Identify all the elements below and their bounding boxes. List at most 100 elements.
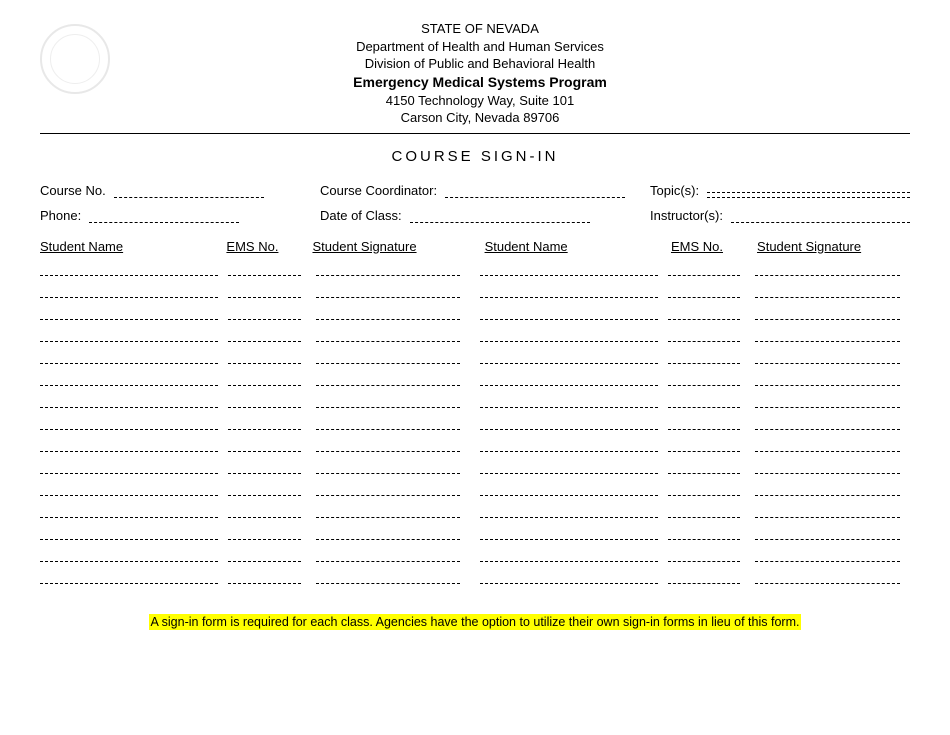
student-name-field[interactable] [480, 260, 658, 276]
signature-field[interactable] [316, 546, 461, 562]
phone-field[interactable] [89, 209, 239, 223]
ems-no-field[interactable] [228, 260, 300, 276]
ems-no-field[interactable] [668, 458, 740, 474]
student-name-field[interactable] [40, 502, 218, 518]
ems-no-field[interactable] [668, 480, 740, 496]
signature-field[interactable] [316, 304, 461, 320]
student-name-field[interactable] [40, 414, 218, 430]
signature-field[interactable] [755, 260, 900, 276]
student-name-field[interactable] [40, 524, 218, 540]
ems-no-field[interactable] [668, 304, 740, 320]
student-name-field[interactable] [480, 524, 658, 540]
ems-no-field[interactable] [228, 524, 300, 540]
student-name-field[interactable] [480, 546, 658, 562]
ems-no-field[interactable] [668, 282, 740, 298]
row-gap [470, 436, 480, 452]
signature-field[interactable] [755, 436, 900, 452]
student-name-field[interactable] [40, 348, 218, 364]
student-name-field[interactable] [40, 568, 218, 584]
ems-no-field[interactable] [228, 304, 300, 320]
signature-field[interactable] [755, 524, 900, 540]
ems-no-field[interactable] [228, 370, 300, 386]
signature-field[interactable] [316, 326, 461, 342]
signature-field[interactable] [755, 546, 900, 562]
signature-field[interactable] [316, 458, 461, 474]
signature-field[interactable] [755, 458, 900, 474]
signature-field[interactable] [316, 436, 461, 452]
ems-no-field[interactable] [668, 502, 740, 518]
signature-field[interactable] [316, 370, 461, 386]
ems-no-field[interactable] [668, 436, 740, 452]
student-name-field[interactable] [40, 370, 218, 386]
signature-field[interactable] [755, 414, 900, 430]
phone-group: Phone: [40, 208, 320, 223]
coordinator-field[interactable] [445, 184, 625, 198]
ems-no-field[interactable] [668, 546, 740, 562]
ems-no-field[interactable] [668, 392, 740, 408]
student-name-field[interactable] [40, 326, 218, 342]
signature-field[interactable] [755, 480, 900, 496]
instructors-label: Instructor(s): [650, 208, 723, 223]
signature-field[interactable] [316, 282, 461, 298]
ems-no-field[interactable] [668, 524, 740, 540]
student-name-field[interactable] [480, 348, 658, 364]
ems-no-field[interactable] [668, 348, 740, 364]
signature-field[interactable] [316, 414, 461, 430]
student-name-field[interactable] [480, 414, 658, 430]
topics-field-1[interactable] [707, 192, 910, 193]
student-name-field[interactable] [480, 480, 658, 496]
student-name-field[interactable] [480, 568, 658, 584]
signature-field[interactable] [755, 348, 900, 364]
student-name-field[interactable] [480, 326, 658, 342]
signature-field[interactable] [316, 260, 461, 276]
ems-no-field[interactable] [228, 348, 300, 364]
signature-field[interactable] [316, 524, 461, 540]
ems-no-field[interactable] [228, 502, 300, 518]
signature-field[interactable] [316, 392, 461, 408]
student-name-field[interactable] [40, 304, 218, 320]
student-name-field[interactable] [480, 282, 658, 298]
signature-field[interactable] [755, 370, 900, 386]
ems-no-field[interactable] [228, 282, 300, 298]
student-name-field[interactable] [40, 546, 218, 562]
ems-no-field[interactable] [668, 260, 740, 276]
ems-no-field[interactable] [228, 458, 300, 474]
student-name-field[interactable] [40, 260, 218, 276]
course-no-field[interactable] [114, 184, 264, 198]
student-name-field[interactable] [480, 436, 658, 452]
student-name-field[interactable] [40, 392, 218, 408]
student-name-field[interactable] [40, 458, 218, 474]
signature-field[interactable] [755, 392, 900, 408]
ems-no-field[interactable] [228, 568, 300, 584]
student-name-field[interactable] [480, 502, 658, 518]
student-name-field[interactable] [480, 458, 658, 474]
signature-field[interactable] [316, 568, 461, 584]
student-name-field[interactable] [480, 370, 658, 386]
ems-no-field[interactable] [668, 414, 740, 430]
signature-field[interactable] [316, 502, 461, 518]
ems-no-field[interactable] [668, 370, 740, 386]
instructors-field[interactable] [731, 222, 910, 223]
ems-no-field[interactable] [668, 326, 740, 342]
signature-field[interactable] [755, 282, 900, 298]
ems-no-field[interactable] [228, 436, 300, 452]
ems-no-field[interactable] [228, 546, 300, 562]
signature-field[interactable] [755, 568, 900, 584]
ems-no-field[interactable] [228, 326, 300, 342]
student-name-field[interactable] [480, 304, 658, 320]
ems-no-field[interactable] [668, 568, 740, 584]
ems-no-field[interactable] [228, 414, 300, 430]
signature-field[interactable] [755, 326, 900, 342]
ems-no-field[interactable] [228, 480, 300, 496]
student-name-field[interactable] [480, 392, 658, 408]
date-field[interactable] [410, 209, 590, 223]
student-name-field[interactable] [40, 282, 218, 298]
topics-field-2[interactable] [707, 197, 910, 198]
signature-field[interactable] [755, 502, 900, 518]
ems-no-field[interactable] [228, 392, 300, 408]
signature-field[interactable] [316, 480, 461, 496]
signature-field[interactable] [316, 348, 461, 364]
signature-field[interactable] [755, 304, 900, 320]
student-name-field[interactable] [40, 436, 218, 452]
student-name-field[interactable] [40, 480, 218, 496]
